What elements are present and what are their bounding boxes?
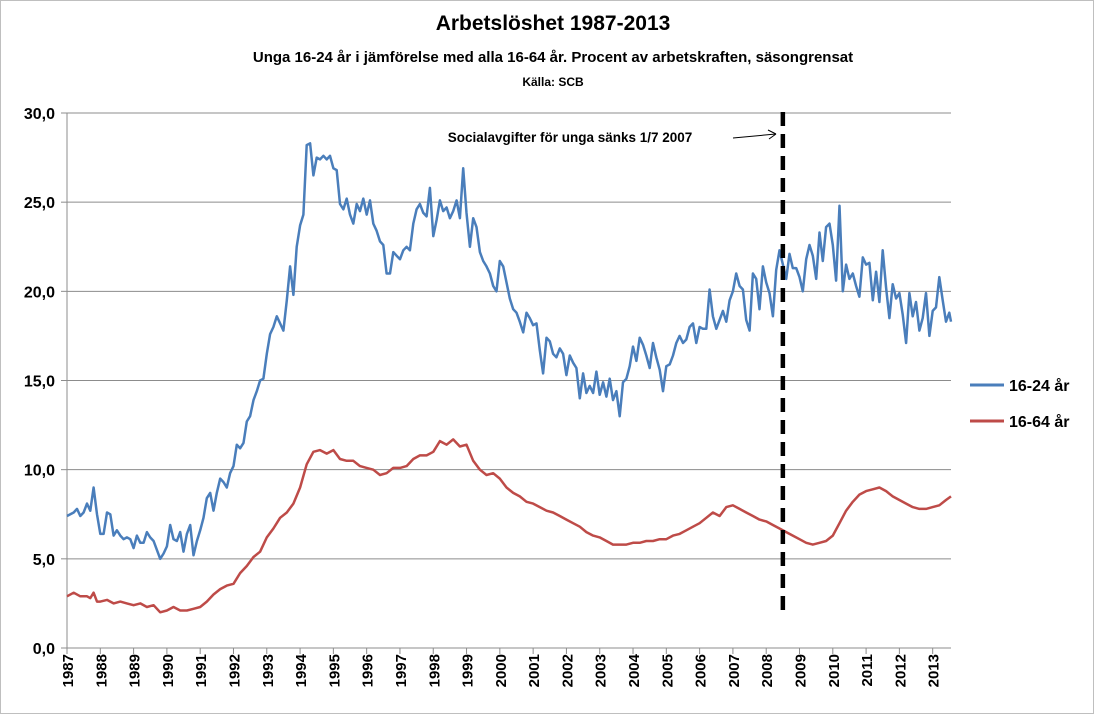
x-axis: 1987 1988 1989 1990 1991 1992 1993 1994 1995 1996… bbox=[60, 647, 951, 687]
x-tick-label: 1996 bbox=[360, 654, 377, 687]
x-tick-label: 2011 bbox=[859, 654, 876, 687]
series-lines bbox=[66, 142, 953, 614]
x-tick-label: 1992 bbox=[226, 654, 243, 687]
x-tick-label: 2005 bbox=[659, 654, 676, 687]
y-tick-label: 15,0 bbox=[24, 374, 55, 391]
series-line-2 bbox=[66, 438, 952, 614]
y-tick-label: 25,0 bbox=[24, 195, 55, 212]
x-tick-label: 1988 bbox=[93, 654, 110, 687]
annotation-group: Socialavgifter för unga sänks 1/7 2007 bbox=[448, 112, 786, 612]
y-tick-label: 10,0 bbox=[24, 463, 55, 480]
x-tick-label: 1995 bbox=[326, 654, 343, 687]
y-tick-label: 0,0 bbox=[33, 641, 55, 658]
x-tick-label: 2009 bbox=[793, 654, 810, 687]
y-tick-label: 30,0 bbox=[24, 106, 55, 123]
x-tick-label: 2010 bbox=[826, 654, 843, 687]
x-tick-label: 1991 bbox=[193, 654, 210, 687]
gridlines bbox=[67, 112, 951, 560]
annotation-arrow-head bbox=[767, 129, 777, 140]
x-tick-label: 2000 bbox=[493, 654, 510, 687]
x-tick-label: 2002 bbox=[559, 654, 576, 687]
x-tick-label: 2004 bbox=[626, 653, 643, 687]
x-tick-label: 1999 bbox=[460, 654, 477, 687]
y-tick-label: 20,0 bbox=[24, 284, 55, 301]
annotation-arrow-shaft bbox=[732, 133, 777, 139]
legend-label-1: 16-24 år bbox=[1009, 377, 1070, 395]
x-tick-label: 1989 bbox=[127, 654, 144, 687]
x-tick-label: 2003 bbox=[593, 654, 610, 687]
x-tick-label: 2001 bbox=[526, 654, 543, 687]
x-tick-label: 1998 bbox=[426, 654, 443, 687]
x-tick-label: 2008 bbox=[759, 654, 776, 687]
x-tick-label: 1994 bbox=[293, 653, 310, 687]
chart-title: Arbetslöshet 1987-2013 bbox=[436, 12, 671, 35]
x-tick-label: 1997 bbox=[393, 654, 410, 687]
x-tick-label: 2006 bbox=[693, 654, 710, 687]
series-line-1 bbox=[66, 142, 953, 561]
x-tick-label: 1990 bbox=[160, 654, 177, 687]
y-axis: 0,0 5,0 10,0 15,0 20,0 25,0 30,0 bbox=[24, 106, 68, 658]
x-tick-label: 2012 bbox=[892, 654, 909, 687]
legend-label-2: 16-64 år bbox=[1009, 413, 1070, 431]
annotation-text: Socialavgifter för unga sänks 1/7 2007 bbox=[448, 130, 693, 145]
legend: 16-24 år 16-64 år bbox=[970, 377, 1070, 431]
x-tick-label: 2007 bbox=[726, 654, 743, 687]
chart-subtitle: Unga 16-24 år i jämförelse med alla 16-6… bbox=[253, 49, 853, 66]
chart-source: Källa: SCB bbox=[522, 75, 584, 89]
x-tick-label: 1993 bbox=[260, 654, 277, 687]
x-tick-label: 2013 bbox=[926, 654, 943, 687]
y-tick-label: 5,0 bbox=[33, 552, 55, 569]
x-tick-label: 1987 bbox=[60, 654, 77, 687]
